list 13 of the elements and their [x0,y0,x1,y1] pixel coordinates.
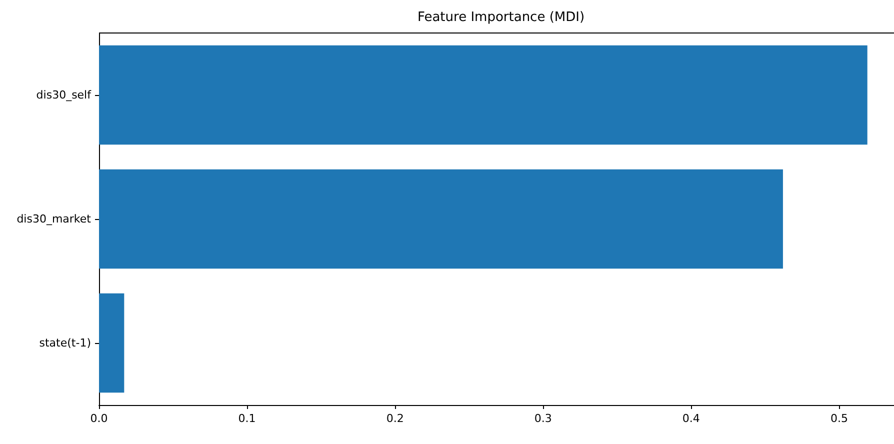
x-tick-label: 0.1 [238,412,256,425]
y-tick-label: state(t-1) [39,336,91,350]
x-tick-label: 0.4 [682,412,700,425]
chart-title: Feature Importance (MDI) [417,10,585,25]
y-tick-label: dis30_self [36,88,92,102]
x-tick-label: 0.2 [386,412,404,425]
bar [99,169,783,269]
x-tick-label: 0.0 [90,412,108,425]
x-tick-label: 0.3 [534,412,552,425]
bar [99,293,124,393]
y-tick-label: dis30_market [16,212,92,226]
bar [99,45,868,145]
x-tick-label: 0.5 [830,412,848,425]
